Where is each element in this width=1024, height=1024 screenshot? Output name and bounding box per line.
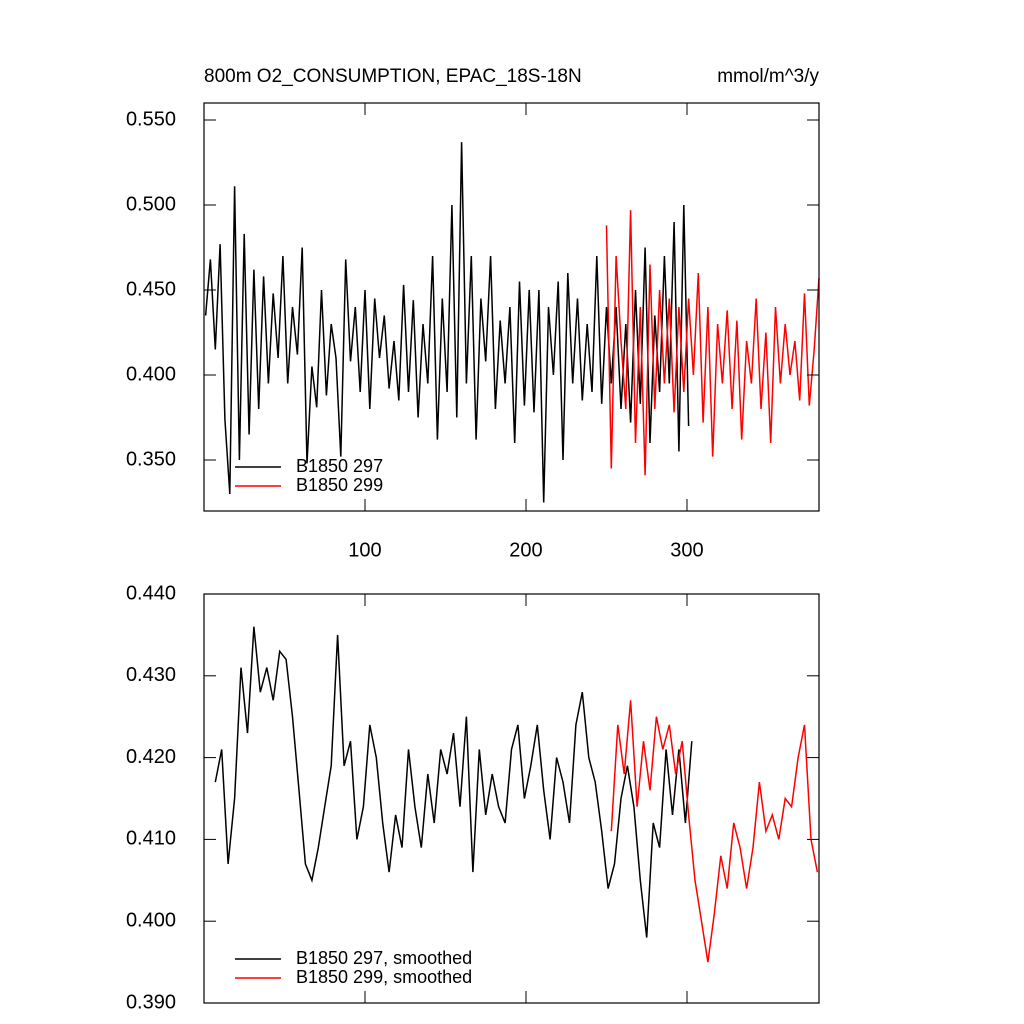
y-tick-label: 0.400 xyxy=(126,363,176,385)
y-tick-label: 0.550 xyxy=(126,108,176,130)
data-line xyxy=(204,142,690,503)
y-tick-label: 0.410 xyxy=(126,828,176,850)
y-tick-label: 0.440 xyxy=(126,582,176,604)
legend-label: B1850 297 xyxy=(296,456,383,476)
data-line xyxy=(214,626,693,938)
data-line xyxy=(610,700,819,963)
data-line xyxy=(605,210,820,476)
x-tick-label: 300 xyxy=(670,539,703,561)
y-tick-label: 0.350 xyxy=(126,448,176,470)
x-tick-label: 100 xyxy=(348,539,381,561)
plot-frame xyxy=(203,102,820,512)
chart-title: 800m O2_CONSUMPTION, EPAC_18S-18N xyxy=(204,66,582,87)
y-tick-label: 0.420 xyxy=(126,746,176,768)
legend-label: B1850 299 xyxy=(296,475,383,495)
y-tick-label: 0.450 xyxy=(126,278,176,300)
y-tick-label: 0.400 xyxy=(126,909,176,931)
legend-label: B1850 297, smoothed xyxy=(296,948,472,968)
x-tick-label: 200 xyxy=(509,539,542,561)
plot-frame xyxy=(203,593,820,1004)
legend-label: B1850 299, smoothed xyxy=(296,967,472,987)
y-tick-label: 0.430 xyxy=(126,664,176,686)
y-tick-label: 0.500 xyxy=(126,193,176,215)
units-label: mmol/m^3/y xyxy=(717,66,819,87)
y-tick-label: 0.390 xyxy=(126,991,176,1013)
